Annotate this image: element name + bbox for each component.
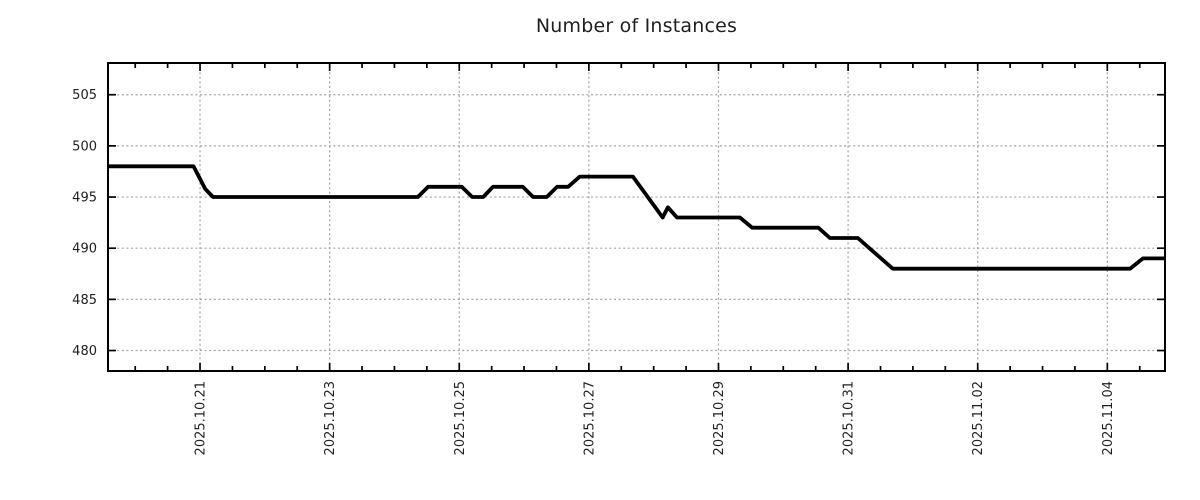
x-tick-label: 2025.11.04 — [1101, 381, 1116, 455]
data-line-instances — [108, 164, 1165, 271]
x-tick-label: 2025.10.23 — [323, 381, 338, 455]
axis-frame — [107, 62, 1166, 372]
y-tick-label: 505 — [72, 88, 97, 103]
x-tick-label: 2025.10.25 — [453, 381, 468, 455]
x-tick-label: 2025.10.31 — [842, 381, 857, 455]
y-tick-label: 490 — [72, 242, 97, 257]
y-tick-label: 500 — [72, 139, 97, 154]
y-tick-label: 495 — [72, 191, 97, 206]
x-tick-label: 2025.11.02 — [971, 381, 986, 455]
y-tick-label: 485 — [72, 293, 97, 308]
y-tick-label: 480 — [72, 344, 97, 359]
x-tick-label: 2025.10.29 — [712, 381, 727, 455]
chart-title: Number of Instances — [535, 15, 738, 37]
x-tick-label: 2025.10.27 — [582, 381, 597, 455]
x-tick-label: 2025.10.21 — [194, 381, 209, 455]
